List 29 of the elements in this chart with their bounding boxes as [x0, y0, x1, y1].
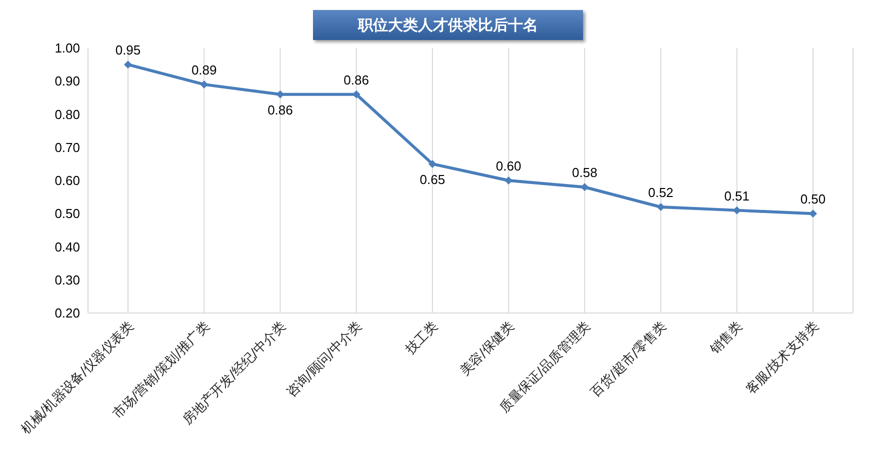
data-label: 0.86: [268, 102, 293, 118]
y-tick-label: 0.40: [54, 239, 80, 254]
data-label: 0.51: [724, 188, 750, 204]
x-tick-label: 技工类: [402, 319, 442, 358]
y-tick-label: 1.00: [54, 40, 80, 56]
data-label: 0.86: [344, 72, 369, 88]
point: [580, 183, 589, 192]
y-tick-label: 0.80: [54, 106, 80, 122]
y-tick-label: 0.50: [54, 206, 80, 222]
data-label: 0.89: [191, 62, 217, 78]
point: [124, 60, 132, 69]
chart-title: 职位大类人才供求比后十名: [313, 10, 583, 40]
y-tick-label: 0.70: [54, 140, 80, 155]
y-tick-label: 0.90: [54, 74, 80, 89]
x-tick-label: 销售类: [706, 319, 746, 358]
y-tick-label: 0.30: [54, 272, 80, 288]
y-tick-label: 0.60: [54, 173, 80, 188]
x-tick-label: 美容/保健类: [457, 318, 518, 379]
point: [809, 210, 817, 218]
point: [656, 203, 665, 211]
x-tick-label: 客服/技术支持类: [743, 318, 822, 398]
y-tick-label: 0.20: [54, 306, 80, 321]
data-label: 0.52: [648, 185, 674, 200]
data-label: 0.65: [420, 172, 446, 187]
data-label: 0.95: [115, 42, 141, 58]
data-label: 0.58: [572, 165, 598, 180]
data-label: 0.60: [496, 158, 522, 174]
data-label: 0.50: [800, 192, 826, 207]
point: [428, 160, 436, 168]
